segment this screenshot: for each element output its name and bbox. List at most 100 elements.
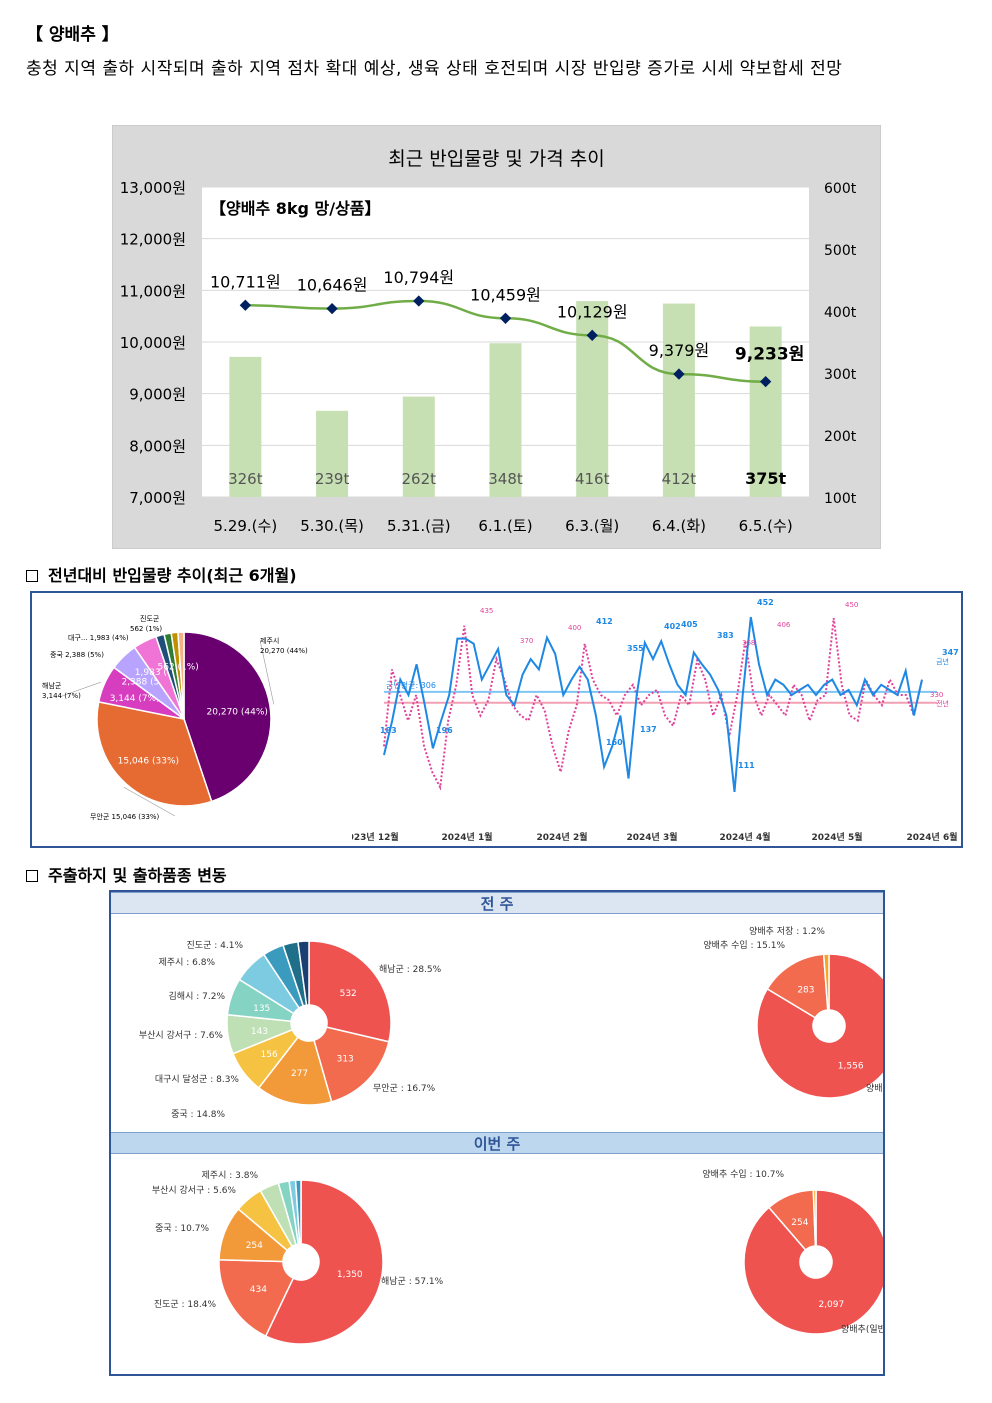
origin-share-slice: [177, 631, 185, 720]
current-data-label: 111: [738, 761, 755, 770]
current-data-label: 383: [717, 631, 734, 640]
checkbox-bullet: [26, 870, 38, 882]
y-left-tick: 9,000원: [129, 386, 186, 404]
previous-data-label: 370: [520, 637, 533, 645]
this-variety-label: 양배추(일반) : 88.7%: [841, 1324, 883, 1335]
previous-series-label: 전년: [936, 699, 949, 708]
item-heading: 【 양배추 】: [26, 25, 119, 45]
price-marker: [326, 302, 338, 315]
previous-data-label: 450: [845, 601, 858, 609]
volume-label: 375t: [745, 469, 786, 488]
origin-share-label: 제주시: [260, 637, 279, 645]
x-category-label: 6.4.(화): [652, 517, 706, 535]
x-category-label: 6.1.(토): [478, 517, 532, 535]
this-origin-label: 부산시 강서구 : 5.6%: [152, 1185, 237, 1196]
x-category-label: 5.30.(목): [300, 517, 364, 535]
prev-origin-slice: [297, 940, 310, 1007]
volume-bar: [749, 326, 782, 497]
origin-share-value: 20,270 (44%): [207, 707, 268, 717]
this-origin-value: 1,350: [337, 1270, 363, 1280]
prev-variety-value: 1,556: [838, 1061, 864, 1071]
prev-variety-slice: [756, 953, 883, 1099]
prev-variety-value: 283: [797, 986, 814, 996]
current-data-label: 412: [596, 617, 613, 626]
origin-share-leader: [61, 681, 101, 697]
section-yoy-label: 전년대비 반입물량 추이(최근 6개월): [48, 566, 297, 585]
prev-variety-label: 양배추 저장 : 1.2%: [749, 926, 825, 937]
prev-origin-value: 135: [253, 1004, 270, 1014]
this-variety-slice: [743, 1189, 883, 1335]
volume-price-chart: 최근 반입물량 및 가격 추이 13,000원 12,000원 11,000원 10,0…: [112, 125, 881, 549]
origin-share-slice: [96, 701, 213, 807]
previous-data-label: 400: [568, 624, 581, 632]
y-right-tick: 400t: [824, 305, 857, 321]
prev-origin-value: 156: [261, 1050, 278, 1060]
origin-share-label: 진도군: [140, 614, 160, 623]
price-label: 9,233원: [735, 345, 804, 365]
volume-bar: [402, 396, 435, 497]
this-origin-value: 254: [246, 1241, 263, 1251]
y-left-tick: 7,000원: [129, 489, 186, 507]
origin-share-value: 562 (1%): [157, 662, 198, 672]
this-variety-value: 2,097: [818, 1300, 844, 1310]
volume-label: 326t: [228, 470, 263, 488]
prev-week-band: 전 주: [111, 892, 883, 914]
x-month-tick: 2024년 2월: [536, 831, 587, 843]
current-year-line: [383, 616, 923, 793]
x-category-label: 6.5.(수): [739, 517, 793, 535]
volume-label: 239t: [315, 470, 350, 488]
price-label: 10,459원: [470, 285, 541, 304]
current-data-label: 402: [664, 622, 681, 631]
volume-label: 412t: [662, 470, 697, 488]
prev-origin-value: 143: [251, 1027, 268, 1037]
previous-data-label: 406: [777, 621, 791, 629]
prev-week-origin-pie: 532 313 277 156 143 135 해남군 : 28.5% 무안군 : 16.7%…: [139, 940, 442, 1120]
current-data-label: 137: [640, 725, 657, 734]
this-origin-slice: [218, 1258, 295, 1338]
volume-bar: [662, 303, 695, 497]
origin-share-leader: [259, 639, 275, 705]
y-left-tick: 12,000원: [120, 231, 186, 249]
this-origin-slice: [264, 1179, 384, 1345]
prev-origin-slice: [308, 940, 392, 1043]
y-right-tick: 100t: [824, 491, 857, 507]
volume-bar: [316, 410, 349, 497]
x-month-tick: 2024년 5월: [811, 831, 862, 843]
y-right-tick: 200t: [824, 429, 857, 445]
origin-share-slice: [183, 631, 272, 803]
y-left-tick: 10,000원: [120, 334, 186, 352]
origin-variety-panel: 전 주 532 313 277 156 143 135 해남군 : 28.5% 무안군 : 1…: [109, 890, 885, 1376]
section-yoy-title: 전년대비 반입물량 추이(최근 6개월): [26, 562, 297, 586]
current-data-label: 183: [380, 726, 397, 735]
current-data-label: 196: [436, 726, 453, 735]
this-origin-slice: [294, 1179, 302, 1245]
prev-origin-value: 532: [340, 989, 357, 999]
previous-data-label: 330: [930, 691, 943, 699]
price-marker: [499, 312, 512, 324]
this-variety-slice: [812, 1189, 817, 1247]
origin-share-label: 대구... 1,983 (4%): [68, 634, 129, 642]
y-left-tick: 11,000원: [120, 282, 186, 300]
current-data-label: 160: [606, 738, 623, 747]
this-origin-value: 434: [250, 1285, 267, 1295]
origin-share-value: 3,144 (7%): [110, 694, 160, 704]
volume-label: 416t: [575, 470, 610, 488]
current-data-label: 405: [681, 620, 698, 629]
price-marker: [239, 299, 252, 311]
chart-title: 최근 반입물량 및 가격 추이: [388, 148, 604, 170]
section-origin-label: 주출하지 및 출하품종 변동: [48, 866, 227, 885]
x-month-tick: 2024년 6월: [906, 831, 957, 843]
x-month-tick: 2024년 1월: [441, 831, 492, 843]
price-marker: [759, 375, 772, 388]
price-label: 9,379원: [649, 341, 710, 360]
price-marker: [586, 329, 598, 341]
volume-label: 262t: [402, 470, 437, 488]
origin-share-value: 1,983 (4%): [135, 668, 185, 678]
volume-bar: [229, 356, 262, 497]
price-marker: [413, 295, 425, 307]
origin-share-label: 중국 2,388 (5%): [50, 651, 104, 659]
x-category-label: 5.31.(금): [387, 517, 451, 535]
prev-origin-value: 277: [291, 1069, 308, 1079]
prev-variety-slice: [766, 953, 829, 1019]
